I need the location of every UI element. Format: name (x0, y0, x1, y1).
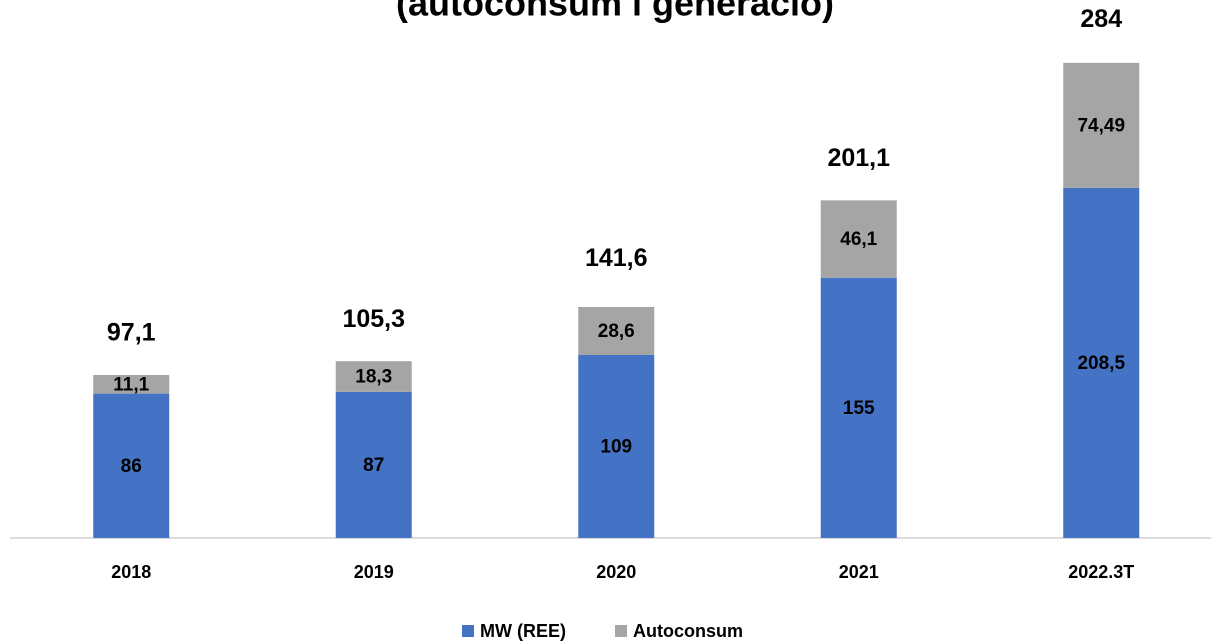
bar-segment (93, 393, 170, 538)
data-label: 74,49 (1077, 115, 1125, 136)
legend-label: MW (REE) (480, 621, 566, 641)
data-label: 28,6 (598, 321, 635, 342)
legend-swatch (615, 625, 627, 637)
data-label: 86 (121, 456, 142, 477)
x-tick-label: 2018 (111, 562, 151, 582)
x-tick-label: 2020 (596, 562, 636, 582)
total-label: 141,6 (585, 244, 648, 272)
data-label: 46,1 (840, 229, 877, 250)
legend-swatch (462, 625, 474, 637)
bar-segment (335, 391, 412, 538)
bar-segment (820, 200, 897, 278)
x-tick-label: 2021 (839, 562, 879, 582)
chart-title: (autoconsum i generació) (396, 0, 834, 24)
bar-segment (335, 361, 412, 392)
x-tick-label: 2019 (354, 562, 394, 582)
data-label: 109 (600, 437, 632, 458)
bar-segment (578, 306, 655, 355)
total-label: 201,1 (827, 144, 890, 172)
legend-label: Autoconsum (633, 621, 743, 641)
total-label: 97,1 (107, 319, 156, 347)
total-label: 284 (1080, 5, 1122, 33)
bar-segment (93, 374, 170, 394)
bar-segment (1063, 187, 1140, 538)
data-label: 11,1 (113, 374, 149, 395)
bar-segment (578, 354, 655, 538)
x-tick-label: 2022.3T (1068, 562, 1134, 582)
total-label: 105,3 (342, 305, 405, 333)
bar-segment (820, 277, 897, 538)
data-label: 87 (363, 455, 384, 476)
bar-segment (1063, 62, 1140, 188)
data-label: 208,5 (1077, 353, 1125, 374)
data-label: 155 (843, 398, 875, 419)
data-label: 18,3 (355, 367, 392, 388)
